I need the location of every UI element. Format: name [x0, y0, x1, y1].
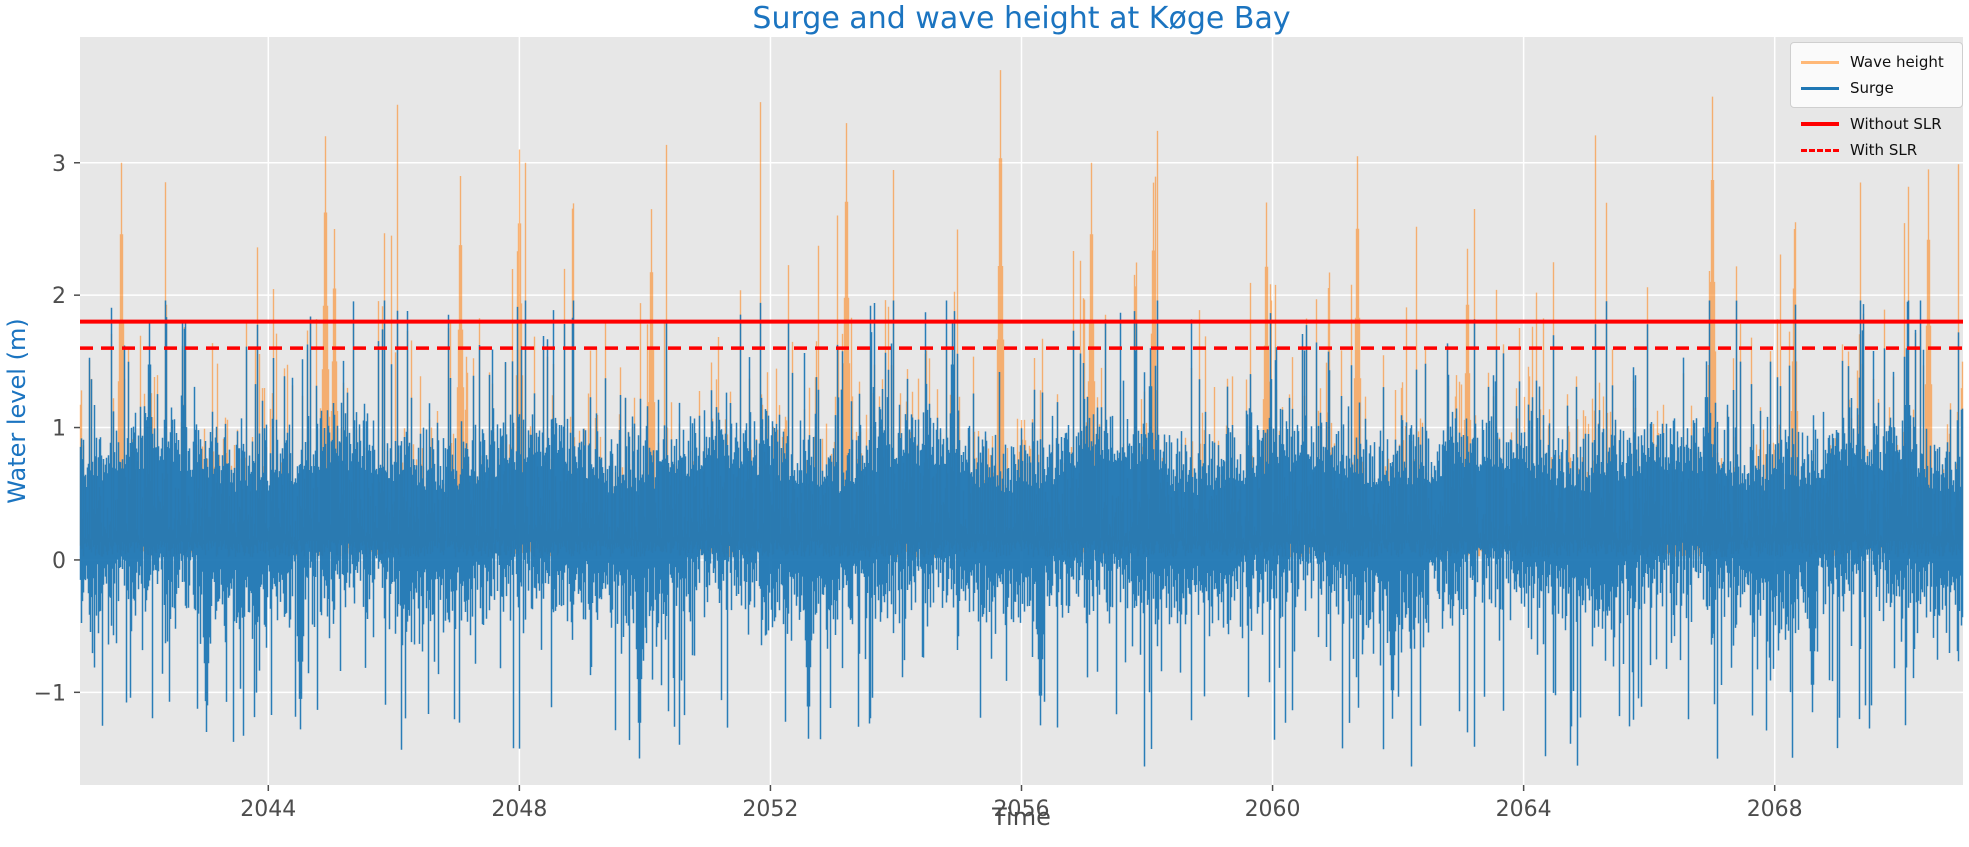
y-tick-label: 2	[52, 284, 66, 309]
legend-frame: Wave height Surge	[1790, 42, 1963, 108]
surge-series	[79, 300, 1964, 767]
y-tick-label: 1	[52, 417, 66, 442]
x-tick-label: 2056	[994, 797, 1050, 822]
legend-thresholds: Without SLR With SLR	[1790, 108, 1963, 163]
legend-item-wave-height: Wave height	[1801, 49, 1952, 75]
y-axis-label: Water level (m)	[3, 318, 31, 504]
x-tick-label: 2044	[240, 797, 296, 822]
legend-label: Surge	[1850, 79, 1894, 97]
x-tick-label: 2064	[1496, 797, 1552, 822]
x-tick-label: 2048	[491, 797, 547, 822]
y-tick-label: 3	[52, 152, 66, 177]
legend-label: Without SLR	[1850, 115, 1942, 133]
surge-line-swatch	[1801, 86, 1839, 90]
legend-item-with-slr: With SLR	[1801, 137, 1952, 163]
y-tick-label: −1	[34, 681, 66, 706]
legend-label: Wave height	[1850, 53, 1944, 71]
legend: Wave height Surge Without SLR With SLR	[1790, 42, 1963, 163]
with-slr-line-swatch	[1801, 148, 1839, 152]
x-tick-label: 2052	[742, 797, 798, 822]
without-slr-line-swatch	[1801, 122, 1839, 126]
wave-height-line-swatch	[1801, 60, 1839, 64]
x-axis-label: Time	[992, 803, 1051, 831]
x-tick-label: 2060	[1245, 797, 1301, 822]
legend-item-surge: Surge	[1801, 75, 1952, 101]
y-tick-label: 0	[52, 549, 66, 574]
x-tick-label: 2068	[1747, 797, 1803, 822]
legend-label: With SLR	[1850, 141, 1918, 159]
legend-item-without-slr: Without SLR	[1801, 111, 1952, 137]
chart-title: Surge and wave height at Køge Bay	[752, 1, 1291, 36]
